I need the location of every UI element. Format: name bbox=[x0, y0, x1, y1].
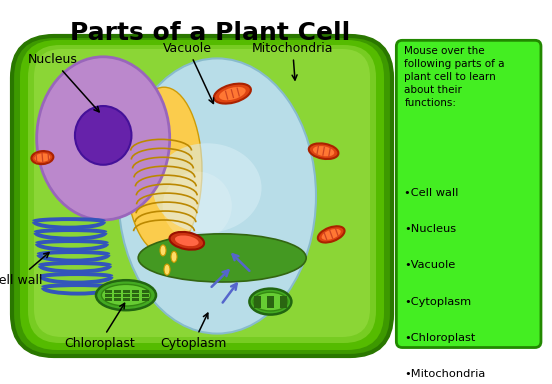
Ellipse shape bbox=[214, 84, 251, 104]
Ellipse shape bbox=[219, 87, 246, 100]
Bar bbox=[267, 300, 274, 304]
Ellipse shape bbox=[171, 251, 177, 262]
FancyBboxPatch shape bbox=[34, 49, 370, 337]
Ellipse shape bbox=[164, 264, 170, 275]
Bar bbox=[123, 294, 130, 297]
Bar bbox=[114, 294, 121, 297]
Bar bbox=[280, 304, 288, 308]
Bar bbox=[267, 304, 274, 308]
Ellipse shape bbox=[169, 232, 204, 250]
Ellipse shape bbox=[318, 226, 344, 243]
Ellipse shape bbox=[138, 234, 306, 282]
Ellipse shape bbox=[313, 146, 335, 156]
Text: •Chloroplast: •Chloroplast bbox=[404, 333, 476, 343]
Bar bbox=[114, 290, 121, 293]
Bar bbox=[254, 300, 261, 304]
Text: Vacuole: Vacuole bbox=[163, 41, 214, 103]
Ellipse shape bbox=[102, 285, 151, 306]
Bar bbox=[123, 298, 130, 301]
Bar bbox=[254, 304, 261, 308]
Text: Cytoplasm: Cytoplasm bbox=[160, 313, 226, 350]
Ellipse shape bbox=[175, 235, 199, 246]
Ellipse shape bbox=[35, 153, 50, 162]
Ellipse shape bbox=[96, 280, 156, 310]
Text: Mitochondria: Mitochondria bbox=[252, 41, 333, 80]
Ellipse shape bbox=[160, 245, 166, 256]
Ellipse shape bbox=[36, 57, 169, 220]
Text: •Cell wall: •Cell wall bbox=[404, 188, 459, 198]
Text: Chloroplast: Chloroplast bbox=[64, 303, 135, 350]
Bar bbox=[254, 296, 261, 300]
Bar bbox=[132, 294, 140, 297]
Text: Nucleus: Nucleus bbox=[28, 53, 99, 112]
Ellipse shape bbox=[163, 172, 232, 240]
Bar bbox=[132, 290, 140, 293]
Text: •Cytoplasm: •Cytoplasm bbox=[404, 296, 471, 306]
Bar bbox=[280, 296, 288, 300]
Text: Parts of a Plant Cell: Parts of a Plant Cell bbox=[70, 21, 350, 45]
Ellipse shape bbox=[31, 151, 54, 164]
Ellipse shape bbox=[75, 106, 131, 165]
Ellipse shape bbox=[126, 87, 202, 253]
Ellipse shape bbox=[153, 143, 262, 233]
Text: •Nucleus: •Nucleus bbox=[404, 224, 457, 234]
Bar bbox=[280, 300, 288, 304]
Text: •Vacuole: •Vacuole bbox=[404, 260, 455, 270]
Bar bbox=[104, 290, 112, 293]
FancyBboxPatch shape bbox=[12, 36, 392, 356]
FancyBboxPatch shape bbox=[28, 45, 376, 343]
Bar bbox=[104, 294, 112, 297]
Ellipse shape bbox=[118, 58, 316, 334]
Ellipse shape bbox=[250, 289, 291, 314]
FancyBboxPatch shape bbox=[396, 40, 541, 348]
Bar bbox=[132, 298, 140, 301]
FancyBboxPatch shape bbox=[20, 40, 384, 350]
Text: Cell wall: Cell wall bbox=[0, 253, 49, 287]
Bar bbox=[123, 290, 130, 293]
Bar bbox=[104, 298, 112, 301]
Bar bbox=[114, 298, 121, 301]
Ellipse shape bbox=[253, 292, 288, 311]
Ellipse shape bbox=[322, 229, 341, 240]
Ellipse shape bbox=[309, 143, 338, 159]
Bar bbox=[142, 294, 148, 297]
Text: •Mitochondria: •Mitochondria bbox=[404, 369, 486, 379]
Bar bbox=[142, 298, 148, 301]
Bar bbox=[267, 296, 274, 300]
Bar bbox=[142, 290, 148, 293]
Text: Mouse over the
following parts of a
plant cell to learn
about their
functions:: Mouse over the following parts of a plan… bbox=[404, 46, 505, 108]
